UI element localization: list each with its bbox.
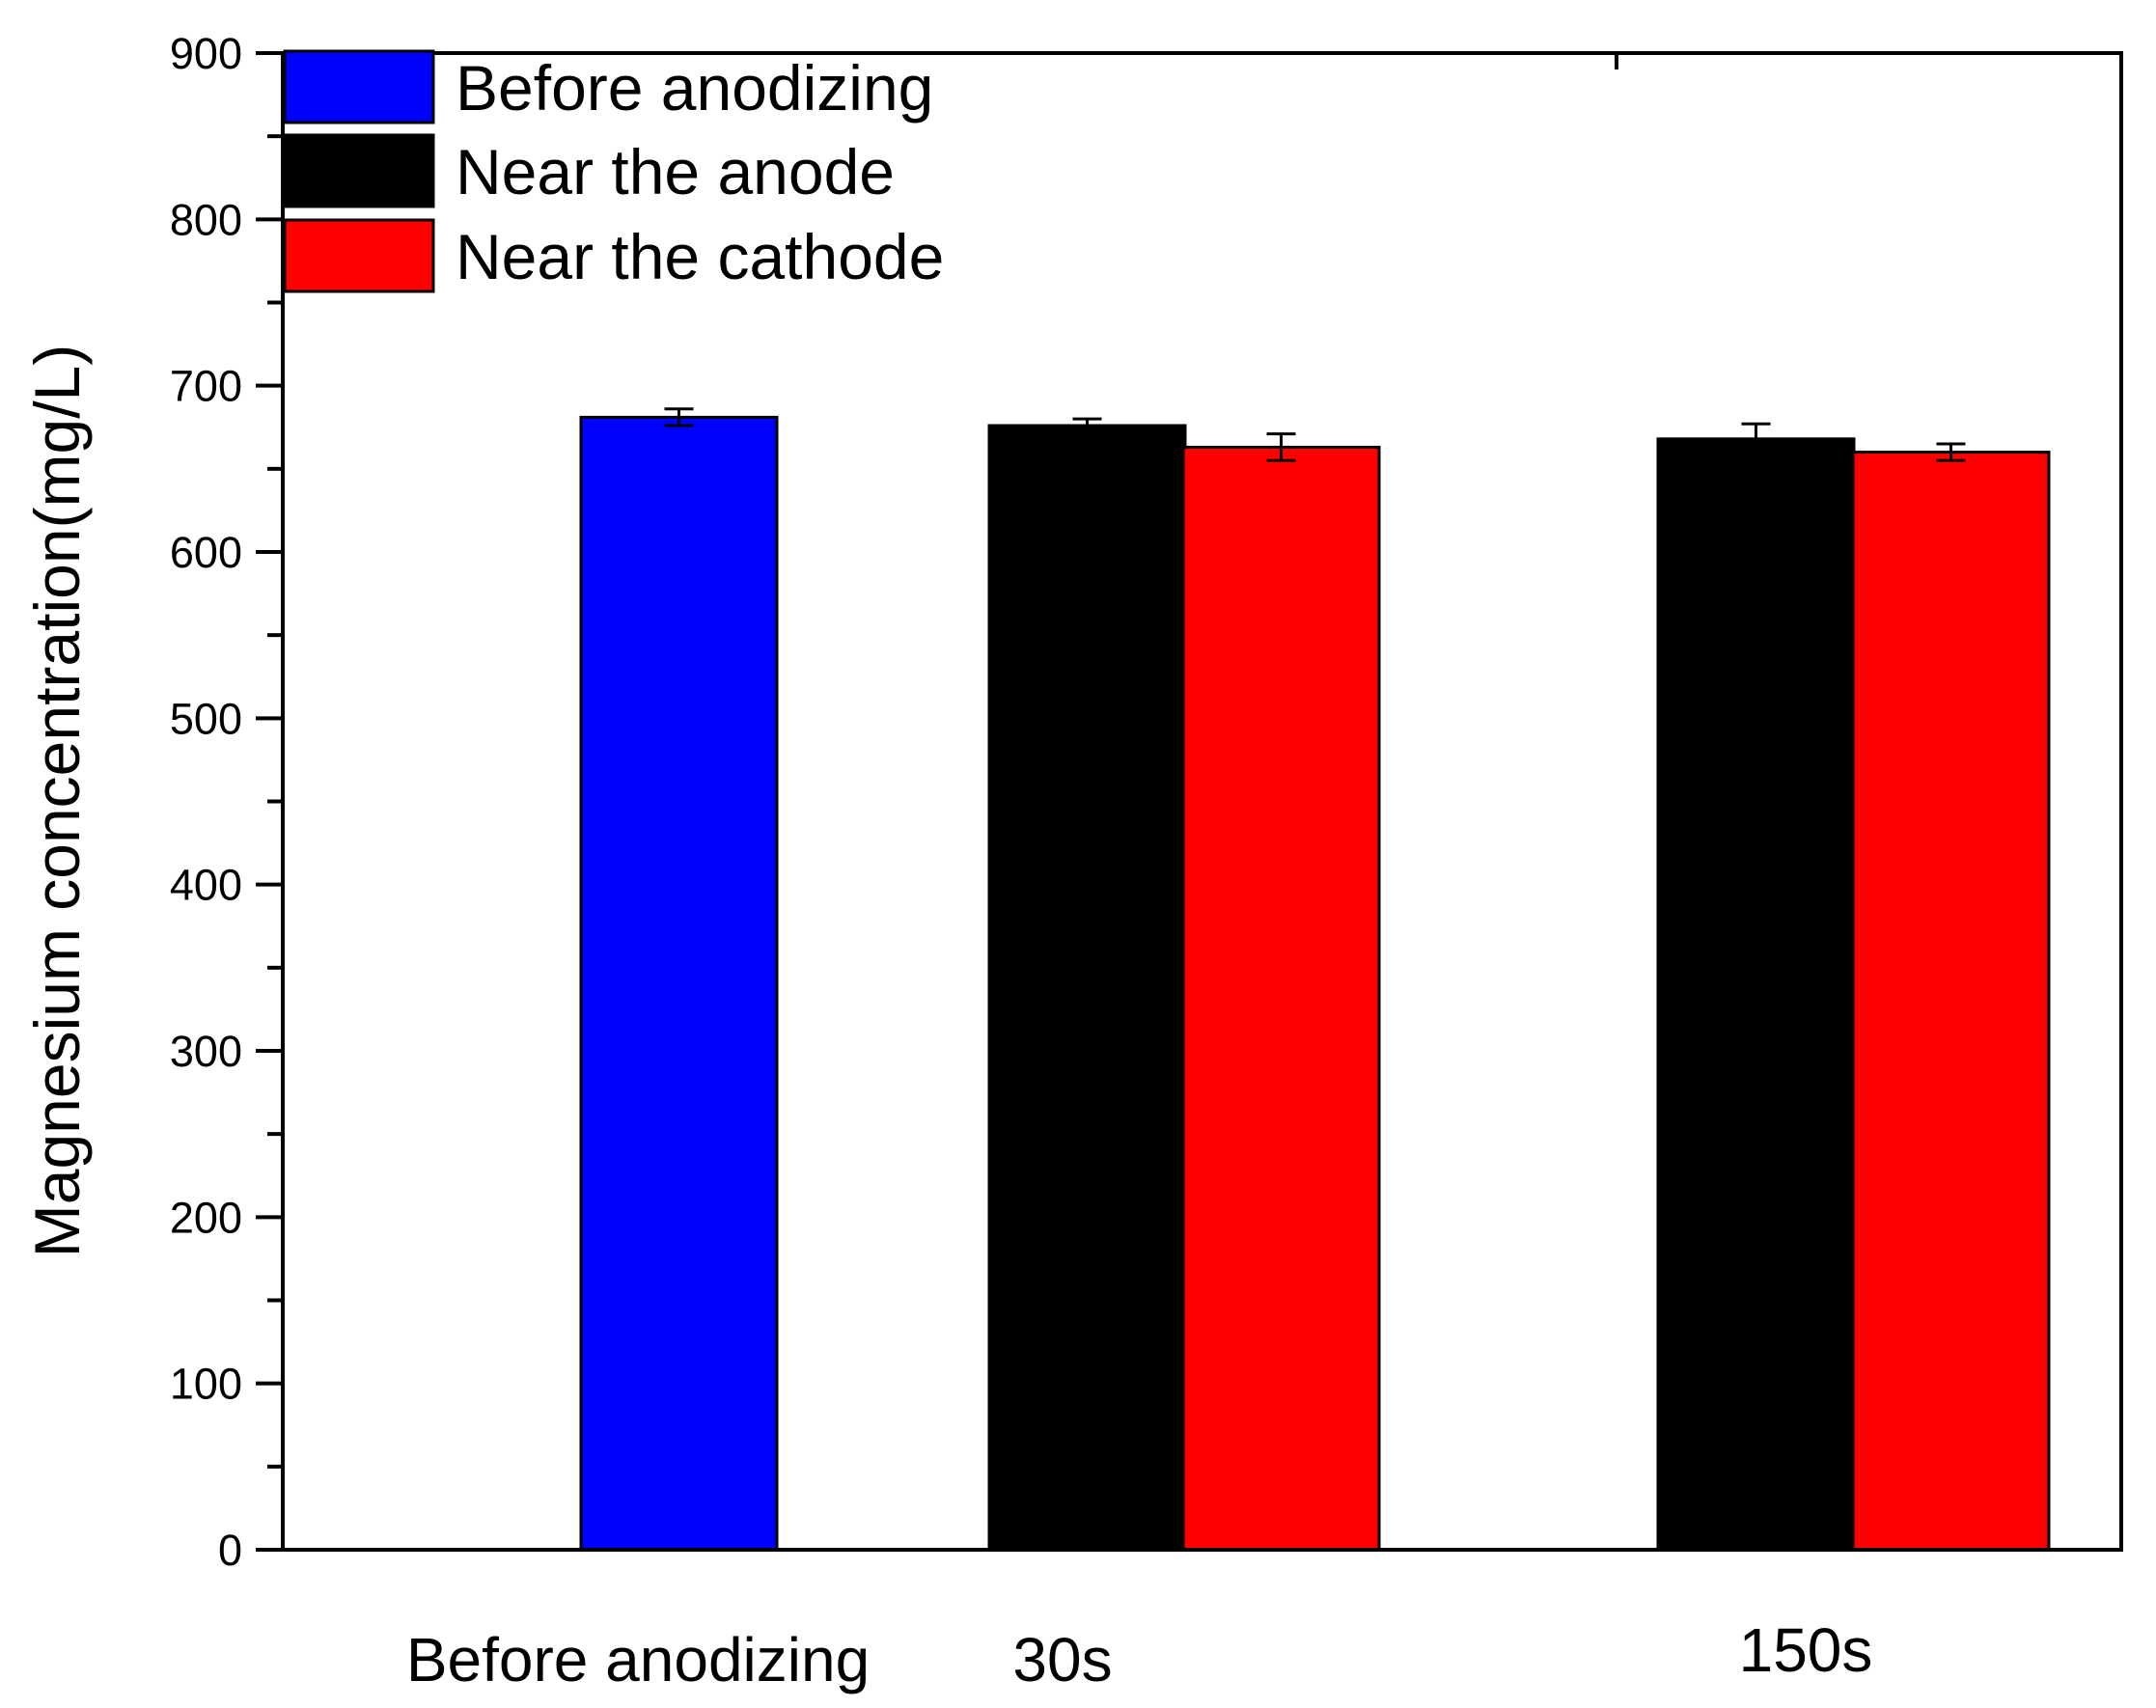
category-label-before-anodizing: Before anodizing — [406, 1625, 870, 1694]
y-tick-label: 100 — [170, 1360, 242, 1409]
category-label-30s: 30s — [1012, 1625, 1112, 1694]
y-tick-label: 200 — [170, 1193, 242, 1242]
bar-near-cathode-150s — [1851, 451, 2051, 1552]
bar-near-anode-30s — [987, 424, 1187, 1552]
category-label-150s: 150s — [1739, 1615, 1873, 1685]
error-bar-before-anodizing-before-anodizing — [664, 407, 694, 427]
y-tick-label: 400 — [170, 861, 242, 910]
error-bars-layer — [664, 407, 1966, 462]
error-bar-near-anode-30s — [1072, 417, 1102, 434]
legend-swatch-near-anode — [283, 133, 435, 208]
legend-label-near-anode: Near the anode — [456, 136, 895, 207]
bars-layer — [579, 415, 2051, 1552]
error-bar-near-cathode-30s — [1266, 432, 1296, 462]
bar-near-anode-150s — [1656, 437, 1856, 1552]
y-tick-label: 700 — [170, 362, 242, 411]
legend-swatch-before-anodizing — [283, 49, 435, 124]
y-axis: 0 100 200 300 400 500 600 700 800 900 — [170, 29, 283, 1575]
bar-near-cathode-30s — [1181, 445, 1381, 1552]
y-tick-label: 800 — [170, 195, 242, 244]
error-bar-near-cathode-150s — [1936, 442, 1966, 462]
y-axis-title: Magnesium concentration(mg/L) — [21, 344, 93, 1257]
y-tick-label: 0 — [218, 1526, 242, 1575]
y-tick-label: 600 — [170, 528, 242, 577]
error-bar-near-anode-150s — [1741, 422, 1771, 455]
legend-swatch-near-cathode — [283, 218, 435, 293]
legend: Before anodizing Near the anode Near the… — [283, 49, 944, 293]
legend-label-near-cathode: Near the cathode — [456, 221, 944, 292]
bar-before-anodizing-before-anodizing — [579, 415, 779, 1552]
legend-label-before-anodizing: Before anodizing — [456, 52, 933, 124]
y-tick-label: 500 — [170, 694, 242, 743]
y-tick-label: 300 — [170, 1027, 242, 1076]
y-tick-label: 900 — [170, 29, 242, 78]
